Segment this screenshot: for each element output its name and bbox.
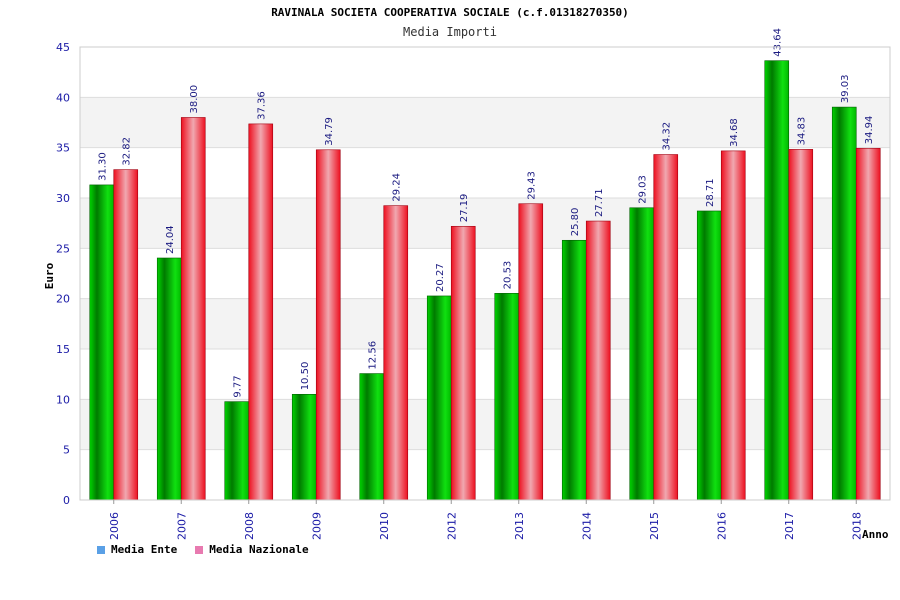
x-tick-label: 2015 xyxy=(648,512,661,540)
value-label-media-nazionale: 27.19 xyxy=(459,194,470,223)
bar-media-nazionale xyxy=(383,205,409,501)
value-label-media-nazionale: 32.82 xyxy=(122,137,133,166)
bar-media-nazionale xyxy=(315,149,341,501)
bar-media-ente xyxy=(831,106,857,501)
y-tick-label: 15 xyxy=(56,343,70,356)
bar-media-nazionale xyxy=(248,123,274,501)
x-tick-label: 2006 xyxy=(108,512,121,540)
chart-subtitle: Media Importi xyxy=(403,25,497,39)
value-label-media-ente: 25.80 xyxy=(570,208,581,237)
bar-media-ente xyxy=(494,293,520,501)
plot-frame xyxy=(79,46,891,501)
value-label-media-ente: 43.64 xyxy=(773,28,784,57)
x-tick-label: 2014 xyxy=(580,512,593,540)
value-label-media-nazionale: 38.00 xyxy=(189,85,200,114)
bar-media-nazionale xyxy=(518,203,544,501)
value-label-media-nazionale: 34.68 xyxy=(729,118,740,147)
x-tick-label: 2008 xyxy=(243,512,256,540)
bar-media-ente xyxy=(629,207,655,501)
grid-bands xyxy=(80,97,890,450)
value-label-media-ente: 31.30 xyxy=(98,152,109,181)
bar-media-ente xyxy=(696,210,722,501)
x-tick-label: 2016 xyxy=(715,512,728,540)
x-tick-label: 2013 xyxy=(513,512,526,540)
chart-title: RAVINALA SOCIETA COOPERATIVA SOCIALE (c.… xyxy=(271,6,629,19)
x-tick-label: 2018 xyxy=(850,512,863,540)
legend: Media Ente Media Nazionale xyxy=(97,543,309,556)
bar-media-ente xyxy=(291,393,317,501)
bar-media-ente xyxy=(561,239,587,501)
x-tick-labels: 2006 2007 2008 2009 2010 2012 2013 2014 2015 2016… xyxy=(108,512,864,540)
bar-media-nazionale xyxy=(653,154,679,501)
y-tick-label: 5 xyxy=(63,444,70,457)
y-tick-labels: 0 5 10 15 20 25 30 35 40 45 xyxy=(56,41,70,507)
grid-band xyxy=(80,97,890,148)
bar-media-ente xyxy=(359,373,385,501)
value-label-media-nazionale: 29.43 xyxy=(527,171,538,200)
y-tick-label: 0 xyxy=(63,494,70,507)
value-label-media-ente: 28.71 xyxy=(705,178,716,207)
bar-media-ente xyxy=(156,257,182,501)
x-axis-title: Anno xyxy=(862,528,889,541)
bar-media-nazionale xyxy=(855,147,881,501)
bar-media-nazionale xyxy=(180,117,206,501)
value-label-media-nazionale: 34.32 xyxy=(662,122,673,151)
value-label-media-ente: 39.03 xyxy=(840,74,851,103)
x-tick-label: 2009 xyxy=(310,512,323,540)
bar-media-ente xyxy=(426,295,452,501)
legend-item-nazionale: Media Nazionale xyxy=(195,543,309,556)
grid-band xyxy=(80,198,890,249)
x-tick-label: 2012 xyxy=(445,512,458,540)
value-label-media-ente: 24.04 xyxy=(165,225,176,254)
bar-media-ente xyxy=(764,60,790,501)
value-label-media-nazionale: 34.83 xyxy=(797,117,808,146)
value-labels: 31.30 32.82 24.04 38.00 9.77 37.36 10.50 34.79 1… xyxy=(98,28,876,398)
y-tick-label: 30 xyxy=(56,192,70,205)
legend-label-nazionale: Media Nazionale xyxy=(209,543,309,556)
value-label-media-nazionale: 37.36 xyxy=(257,91,268,120)
grid-band xyxy=(80,399,890,450)
y-tick-label: 10 xyxy=(56,393,70,406)
bar-media-nazionale xyxy=(450,225,476,501)
value-label-media-nazionale: 34.79 xyxy=(324,117,335,146)
y-tick-label: 40 xyxy=(56,91,70,104)
value-label-media-ente: 29.03 xyxy=(638,175,649,204)
value-label-media-ente: 10.50 xyxy=(300,362,311,391)
x-tick-label: 2007 xyxy=(175,512,188,540)
y-tick-label: 20 xyxy=(56,293,70,306)
value-label-media-nazionale: 27.71 xyxy=(594,188,605,217)
bar-media-nazionale xyxy=(113,169,139,501)
axes xyxy=(79,46,891,504)
bar-media-nazionale xyxy=(585,220,611,501)
bar-media-ente xyxy=(224,401,250,501)
x-tick-label: 2017 xyxy=(783,512,796,540)
bar-media-nazionale xyxy=(720,150,746,501)
value-label-media-ente: 20.27 xyxy=(435,263,446,292)
value-label-media-ente: 20.53 xyxy=(503,261,514,290)
y-axis-title: Euro xyxy=(43,262,56,289)
grid-band xyxy=(80,298,890,349)
legend-label-ente: Media Ente xyxy=(111,543,178,556)
value-label-media-nazionale: 34.94 xyxy=(864,116,875,145)
x-tick-label: 2010 xyxy=(378,512,391,540)
bar-media-nazionale xyxy=(788,149,814,501)
bars xyxy=(89,60,881,501)
y-tick-label: 45 xyxy=(56,41,70,54)
value-label-media-ente: 12.56 xyxy=(368,341,379,370)
legend-swatch-nazionale xyxy=(195,545,204,554)
y-tick-label: 35 xyxy=(56,142,70,155)
legend-swatch-ente xyxy=(97,545,105,554)
y-tick-label: 25 xyxy=(56,242,70,255)
bar-media-ente xyxy=(89,184,115,501)
value-label-media-nazionale: 29.24 xyxy=(392,173,403,202)
legend-item-ente: Media Ente xyxy=(97,543,177,556)
value-label-media-ente: 9.77 xyxy=(233,375,244,397)
